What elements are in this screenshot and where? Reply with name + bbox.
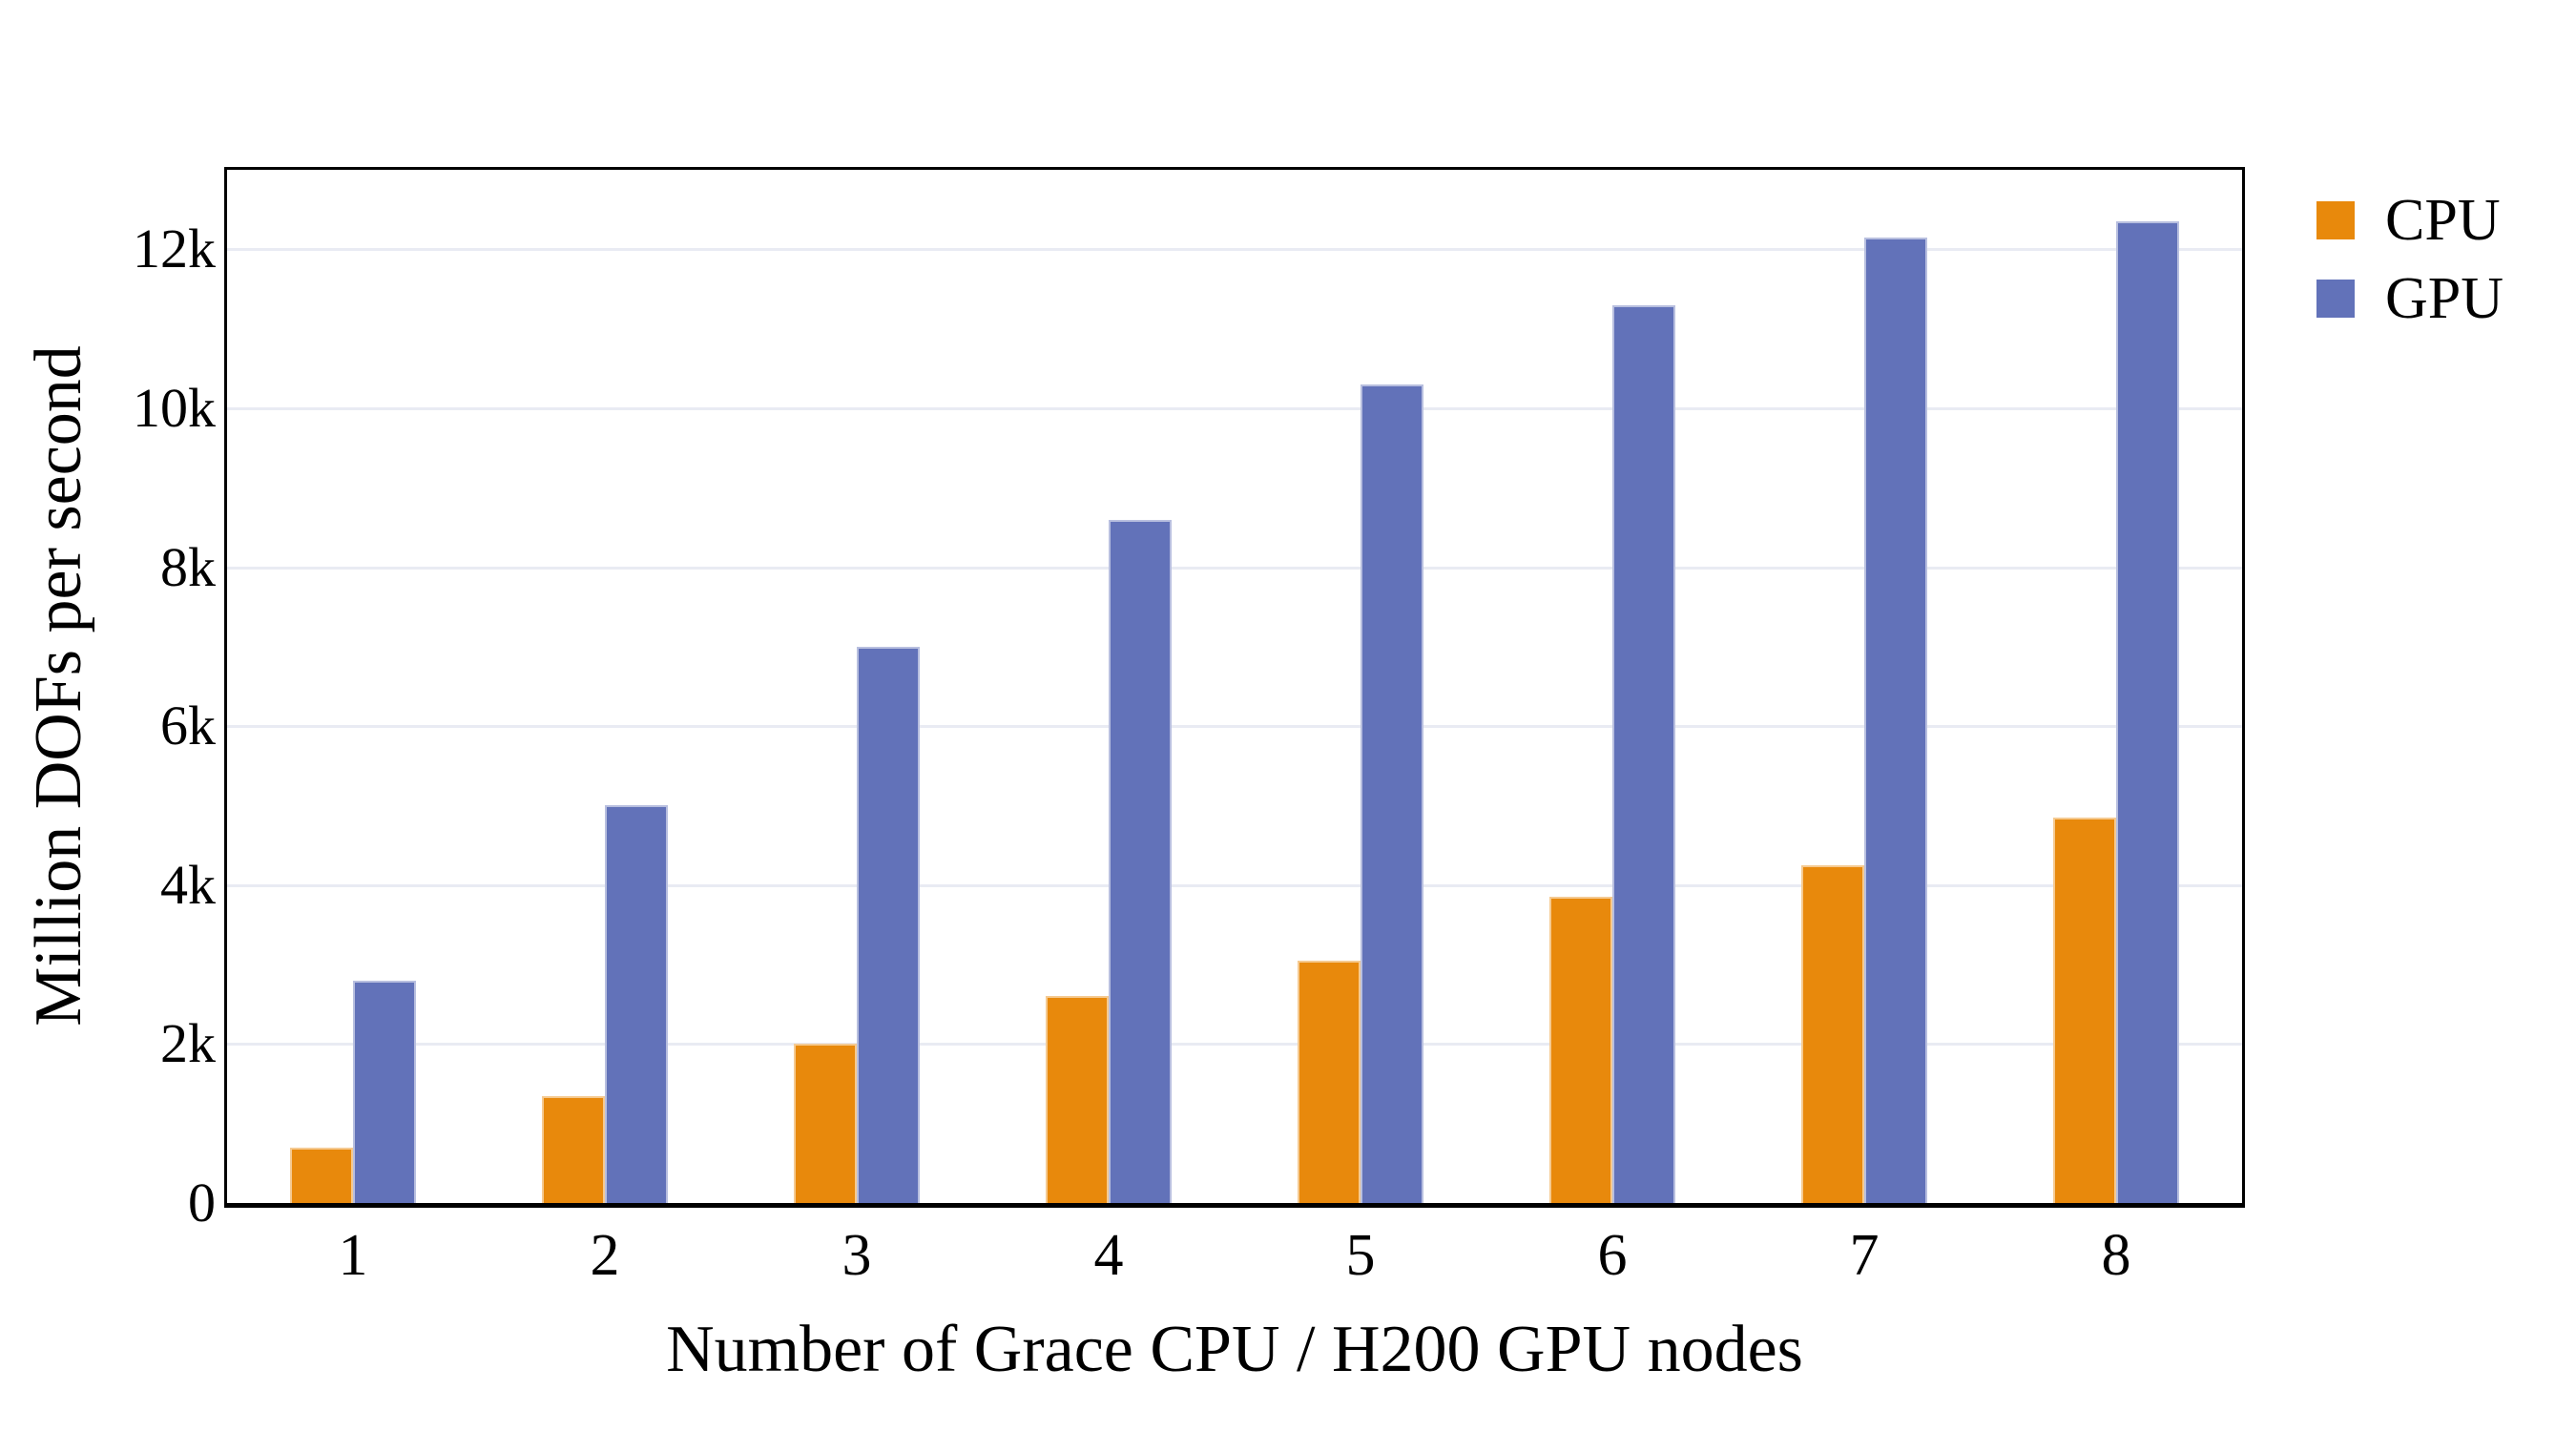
- x-tick-label-6: 6: [1597, 1223, 1628, 1288]
- x-tick-label-1: 1: [338, 1223, 368, 1288]
- bar-cpu-node-2: [542, 1095, 605, 1203]
- bar-gpu-node-5: [1361, 384, 1423, 1203]
- bar-cpu-node-7: [1801, 864, 1864, 1203]
- x-tick-label-7: 7: [1849, 1223, 1880, 1288]
- y-tick-label-2k: 2k: [160, 1012, 216, 1075]
- y-tick-label-6k: 6k: [160, 695, 216, 757]
- bar-cpu-node-8: [2053, 817, 2116, 1203]
- x-axis-title: Number of Grace CPU / H200 GPU nodes: [666, 1313, 1803, 1386]
- gridline-8k: [227, 566, 2242, 570]
- bar-gpu-node-4: [1109, 519, 1172, 1203]
- bar-cpu-node-3: [794, 1044, 857, 1203]
- legend-label-cpu: CPU: [2385, 188, 2501, 253]
- x-tick-label-2: 2: [590, 1223, 620, 1288]
- bar-cpu-node-1: [290, 1147, 353, 1203]
- legend: CPU GPU: [2316, 181, 2503, 338]
- bar-gpu-node-6: [1612, 304, 1675, 1203]
- bar-gpu-node-8: [2116, 221, 2179, 1203]
- x-tick-label-5: 5: [1345, 1223, 1376, 1288]
- x-tick-label-4: 4: [1093, 1223, 1124, 1288]
- bar-cpu-node-5: [1298, 960, 1361, 1203]
- y-tick-label-0: 0: [188, 1172, 216, 1234]
- gridline-10k: [227, 406, 2242, 410]
- legend-item-gpu: GPU: [2316, 259, 2503, 338]
- legend-swatch-gpu: [2316, 280, 2355, 318]
- x-tick-label-8: 8: [2101, 1223, 2131, 1288]
- y-tick-label-12k: 12k: [133, 218, 216, 280]
- bar-gpu-node-2: [605, 805, 668, 1203]
- x-tick-label-3: 3: [841, 1223, 872, 1288]
- bar-cpu-node-6: [1549, 897, 1612, 1203]
- gridline-2k: [227, 1043, 2242, 1047]
- bar-gpu-node-3: [857, 646, 920, 1203]
- legend-label-gpu: GPU: [2385, 266, 2504, 331]
- bar-gpu-node-1: [353, 980, 416, 1203]
- gridline-4k: [227, 883, 2242, 887]
- gridline-6k: [227, 725, 2242, 729]
- y-tick-label-4k: 4k: [160, 853, 216, 916]
- plot-area: [227, 170, 2242, 1203]
- legend-swatch-cpu: [2316, 201, 2355, 239]
- y-tick-label-8k: 8k: [160, 535, 216, 598]
- bar-gpu-node-7: [1864, 237, 1927, 1203]
- bar-cpu-node-4: [1046, 996, 1109, 1203]
- y-tick-label-10k: 10k: [133, 376, 216, 439]
- gridline-12k: [227, 248, 2242, 252]
- legend-item-cpu: CPU: [2316, 181, 2503, 259]
- y-axis-title: Million DOFs per second: [22, 345, 95, 1027]
